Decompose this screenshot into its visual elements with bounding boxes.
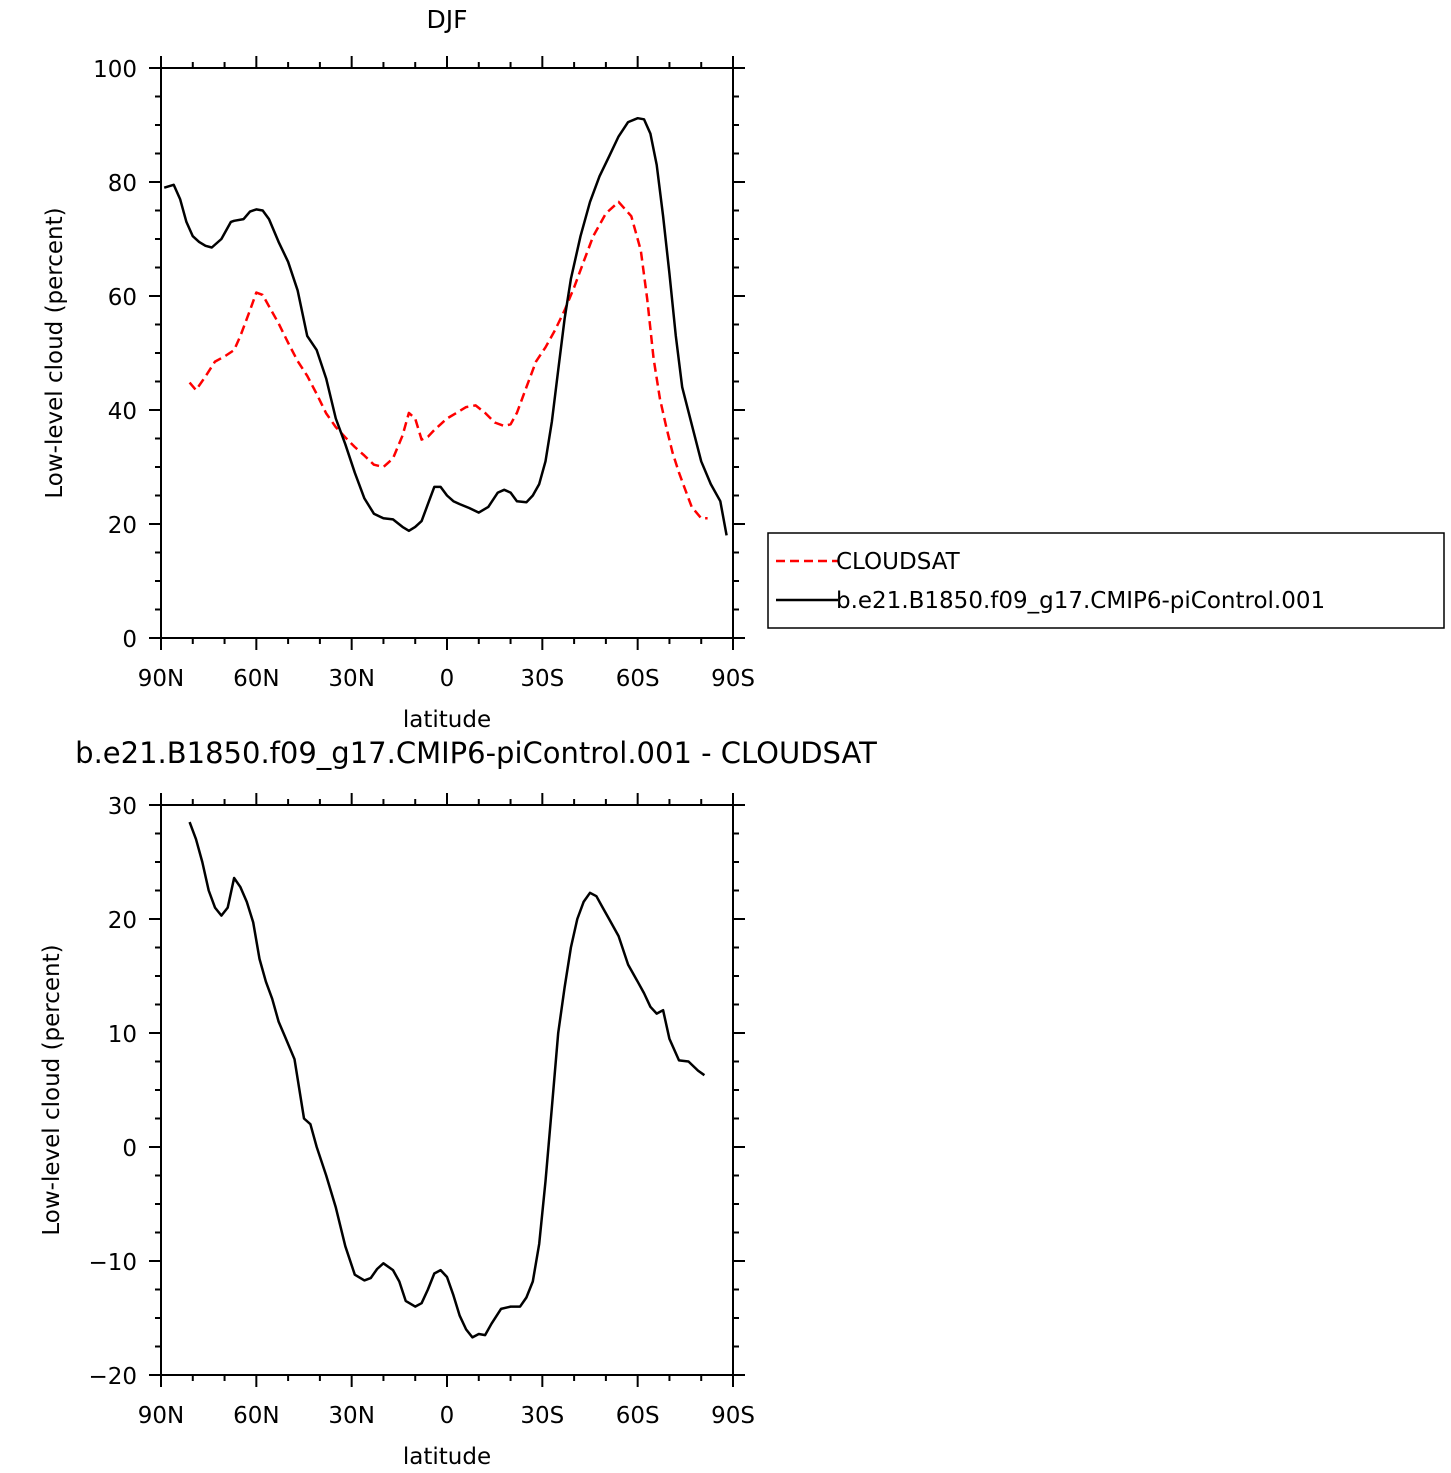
bottom-plot-frame [160, 804, 734, 1376]
top-x-axis-label: latitude [403, 707, 491, 733]
bottom-panel: b.e21.B1850.f09_g17.CMIP6-piControl.001 … [39, 736, 877, 1470]
top-y-tick-label: 40 [108, 399, 137, 425]
bottom-y-axis-label: Low-level cloud (percent) [39, 944, 65, 1235]
top-y-axis-label: Low-level cloud (percent) [42, 207, 68, 498]
top-y-tick-label: 100 [93, 57, 137, 83]
top-x-ticks: 90N 60N 30N 0 30S 60S 90S [138, 56, 755, 692]
bottom-x-tick-label: 60S [616, 1403, 660, 1429]
bottom-panel-title: b.e21.B1850.f09_g17.CMIP6-piControl.001 … [75, 736, 877, 770]
top-x-tick-label: 30S [520, 666, 564, 692]
bottom-series [188, 821, 706, 1339]
top-x-tick-label: 90S [711, 666, 755, 692]
legend-label-model: b.e21.B1850.f09_g17.CMIP6-piControl.001 [836, 588, 1325, 614]
top-x-tick-label: 0 [440, 666, 455, 692]
top-y-tick-label: 60 [108, 285, 137, 311]
bottom-x-tick-label: 0 [440, 1403, 455, 1429]
top-x-tick-label: 60N [233, 666, 279, 692]
legend: CLOUDSAT b.e21.B1850.f09_g17.CMIP6-piCon… [767, 532, 1445, 629]
top-y-ticks: 0 20 40 60 80 100 [93, 57, 745, 653]
top-series-line-1 [163, 116, 728, 536]
bottom-y-tick-label: 30 [108, 794, 137, 820]
top-y-tick-label: 20 [108, 513, 137, 539]
bottom-x-tick-label: 30N [328, 1403, 374, 1429]
bottom-x-axis-label: latitude [403, 1444, 491, 1470]
bottom-x-tick-label: 60N [233, 1403, 279, 1429]
bottom-y-tick-label: 10 [108, 1022, 137, 1048]
top-x-tick-label: 30N [328, 666, 374, 692]
top-y-tick-label: 80 [108, 171, 137, 197]
top-x-tick-label: 60S [616, 666, 660, 692]
bottom-y-tick-label: 0 [122, 1136, 137, 1162]
top-plot-frame [160, 67, 734, 639]
legend-box [767, 532, 1445, 629]
top-x-tick-label: 90N [138, 666, 184, 692]
top-y-tick-label: 0 [122, 627, 137, 653]
bottom-y-tick-label: 20 [108, 908, 137, 934]
bottom-x-ticks: 90N 60N 30N 0 30S 60S 90S [138, 793, 755, 1429]
bottom-x-tick-label: 30S [520, 1403, 564, 1429]
bottom-x-tick-label: 90S [711, 1403, 755, 1429]
top-panel-title: DJF [426, 5, 467, 34]
bottom-y-ticks: −20 −10 0 10 20 30 [88, 794, 745, 1390]
legend-label-cloudsat: CLOUDSAT [836, 549, 961, 575]
top-series [163, 116, 728, 536]
bottom-y-tick-label: −20 [88, 1364, 137, 1390]
top-series-line-0 [188, 200, 708, 520]
top-panel: DJF 90N 60N 30N 0 30S 60S 90S 0 20 40 60 80 100 lat… [42, 5, 755, 733]
bottom-x-tick-label: 90N [138, 1403, 184, 1429]
bottom-series-line-0 [188, 821, 706, 1339]
bottom-y-tick-label: −10 [88, 1250, 137, 1276]
